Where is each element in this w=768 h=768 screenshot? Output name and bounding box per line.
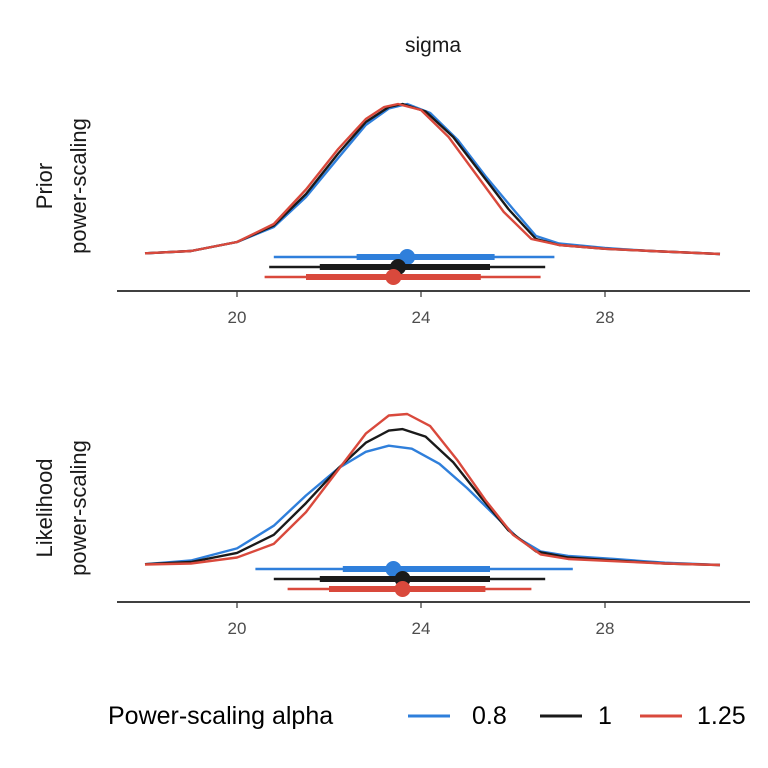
legend-label-1.25: 1.25 — [697, 702, 746, 730]
legend: Power-scaling alpha 0.8 1 1.25 — [108, 702, 746, 730]
likelihood-panel: Likelihood power-scaling 20 24 28 — [32, 412, 750, 638]
legend-label-1: 1 — [598, 702, 612, 730]
prior-row-label-line2: power-scaling — [66, 118, 91, 254]
likelihood-row-label-line2: power-scaling — [66, 440, 91, 576]
facet-title: sigma — [405, 34, 461, 57]
likelihood-row-label-line1: Likelihood — [32, 458, 57, 557]
prior-row-label-line1: Prior — [32, 163, 57, 209]
likelihood-density-1 — [144, 427, 721, 567]
prior-median-point-1.25 — [385, 269, 402, 285]
prior-x-tick-label-20: 20 — [228, 308, 247, 327]
likelihood-x-tick-label-20: 20 — [228, 619, 247, 638]
likelihood-x-tick-label-24: 24 — [412, 619, 431, 638]
prior-density-0.8 — [144, 102, 721, 256]
likelihood-x-tick-label-28: 28 — [596, 619, 615, 638]
prior-panel: Prior power-scaling 20 24 28 — [32, 102, 750, 327]
likelihood-density-0.8 — [144, 444, 721, 567]
prior-density-1.25 — [144, 102, 721, 256]
prior-x-tick-label-24: 24 — [412, 308, 431, 327]
prior-x-tick-label-28: 28 — [596, 308, 615, 327]
prior-density-1 — [144, 102, 721, 256]
likelihood-density-1.25 — [144, 412, 721, 567]
legend-label-0.8: 0.8 — [472, 702, 507, 730]
likelihood-median-point-1.25 — [394, 581, 411, 597]
legend-title: Power-scaling alpha — [108, 702, 333, 730]
